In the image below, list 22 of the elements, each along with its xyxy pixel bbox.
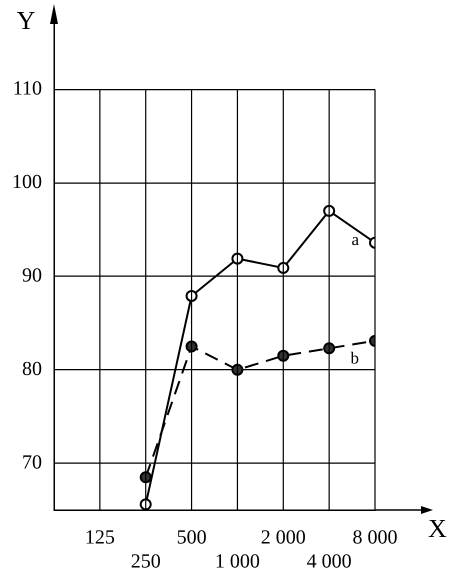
point	[231, 364, 244, 376]
point	[231, 252, 244, 265]
y-tick-label: 90	[22, 264, 42, 287]
x-axis-title: X	[428, 514, 447, 543]
y-tick-label: 100	[12, 171, 42, 194]
series-label: b	[350, 348, 359, 368]
x-tick-label: 1 000	[214, 550, 260, 572]
y-tick-label: 80	[22, 358, 42, 380]
y-tick-label: 110	[12, 78, 42, 100]
y-axis-title: Y	[16, 6, 36, 35]
point	[186, 340, 198, 352]
point	[323, 204, 336, 217]
x-tick-label: 500	[176, 526, 207, 548]
x-tick-label: 2 000	[260, 526, 306, 548]
x-tick-label: 125	[84, 526, 115, 548]
x-tick-label: 8 000	[352, 526, 398, 548]
y-tick-label: 70	[22, 452, 42, 474]
point	[323, 342, 336, 354]
x-tick-label: 4 000	[306, 550, 352, 572]
point	[186, 290, 198, 302]
series-label: a	[351, 230, 360, 250]
x-tick-label: 250	[130, 550, 161, 572]
